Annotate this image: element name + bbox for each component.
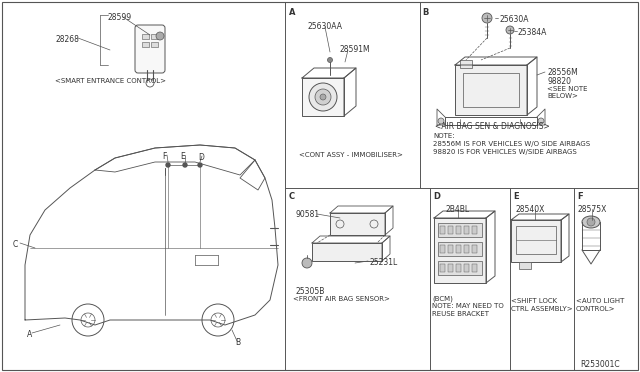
Bar [464, 245, 469, 253]
Circle shape [183, 163, 187, 167]
Bar [312, 243, 382, 261]
Text: A: A [289, 8, 296, 17]
Circle shape [482, 13, 492, 23]
Text: 25231L: 25231L [370, 258, 398, 267]
Bar [456, 264, 461, 272]
Text: (BCM): (BCM) [432, 295, 453, 301]
Bar [448, 245, 453, 253]
Text: <SEE NOTE: <SEE NOTE [547, 86, 588, 92]
Circle shape [198, 163, 202, 167]
Text: B: B [422, 8, 428, 17]
Text: <AUTO LIGHT: <AUTO LIGHT [576, 298, 625, 304]
Circle shape [302, 258, 312, 268]
Text: F: F [162, 152, 166, 161]
Bar [438, 261, 482, 275]
Text: <CONT ASSY - IMMOBILISER>: <CONT ASSY - IMMOBILISER> [299, 152, 403, 158]
Bar [463, 73, 519, 107]
Text: 28556M: 28556M [547, 68, 578, 77]
Text: E: E [180, 152, 185, 161]
Text: 25384A: 25384A [518, 28, 547, 37]
Ellipse shape [582, 216, 600, 228]
Circle shape [506, 26, 514, 34]
Circle shape [166, 163, 170, 167]
Bar [464, 226, 469, 234]
Bar [472, 264, 477, 272]
Text: BELOW>: BELOW> [547, 93, 578, 99]
Text: 28575X: 28575X [578, 205, 607, 214]
Bar [456, 245, 461, 253]
Text: CTRL ASSEMBLY>: CTRL ASSEMBLY> [511, 306, 573, 312]
Bar [302, 78, 344, 116]
Bar [516, 226, 556, 254]
Text: 28591M: 28591M [340, 45, 371, 54]
Text: 2B4BL: 2B4BL [445, 205, 469, 214]
Text: C: C [289, 192, 295, 201]
Text: <SHIFT LOCK: <SHIFT LOCK [511, 298, 557, 304]
Text: 25305B: 25305B [295, 287, 324, 296]
Bar [464, 264, 469, 272]
Text: 25630AA: 25630AA [308, 22, 343, 31]
Bar [519, 262, 531, 269]
Bar [472, 245, 477, 253]
Text: 98820 IS FOR VEHICLES W/SIDE AIRBAGS: 98820 IS FOR VEHICLES W/SIDE AIRBAGS [433, 149, 577, 155]
Circle shape [328, 58, 333, 62]
Bar [455, 65, 527, 115]
Text: F: F [577, 192, 582, 201]
Bar [142, 34, 149, 39]
Text: C: C [13, 240, 19, 249]
Circle shape [315, 89, 331, 105]
Bar [438, 242, 482, 256]
Bar [440, 264, 445, 272]
Text: <SMART ENTRANCE CONTROL>: <SMART ENTRANCE CONTROL> [55, 78, 166, 84]
Bar [330, 213, 385, 235]
Text: 28556M IS FOR VEHICLES W/O SIDE AIRBAGS: 28556M IS FOR VEHICLES W/O SIDE AIRBAGS [433, 141, 590, 147]
FancyBboxPatch shape [135, 25, 165, 73]
Bar [151, 34, 158, 39]
Bar [456, 226, 461, 234]
Text: NOTE:: NOTE: [433, 133, 454, 139]
Text: R253001C: R253001C [580, 360, 620, 369]
Circle shape [438, 118, 444, 124]
Text: CONTROL>: CONTROL> [576, 306, 616, 312]
Text: B: B [235, 338, 240, 347]
Circle shape [320, 94, 326, 100]
Bar [440, 226, 445, 234]
Bar [151, 42, 158, 47]
Text: 28268: 28268 [55, 35, 79, 44]
Circle shape [587, 218, 595, 226]
Bar [448, 226, 453, 234]
Text: 28540X: 28540X [516, 205, 545, 214]
Text: <AIR BAG SEN & DIAGNOSIS>: <AIR BAG SEN & DIAGNOSIS> [435, 122, 550, 131]
Bar [438, 223, 482, 237]
Text: NOTE: MAY NEED TO: NOTE: MAY NEED TO [432, 303, 504, 309]
Text: REUSE BRACKET: REUSE BRACKET [432, 311, 489, 317]
Bar [440, 245, 445, 253]
Bar [434, 218, 486, 283]
Text: 90581: 90581 [295, 210, 319, 219]
Text: D: D [198, 153, 204, 162]
Circle shape [309, 83, 337, 111]
Circle shape [538, 118, 544, 124]
Bar [448, 264, 453, 272]
Bar [511, 220, 561, 262]
Text: E: E [513, 192, 518, 201]
Text: 98820: 98820 [547, 77, 571, 86]
Circle shape [156, 32, 164, 40]
Bar [460, 60, 472, 68]
Text: 25630A: 25630A [499, 15, 529, 24]
Text: D: D [433, 192, 440, 201]
Text: A: A [27, 330, 32, 339]
Bar [472, 226, 477, 234]
Text: 28599: 28599 [108, 13, 132, 22]
Bar [142, 42, 149, 47]
Text: <FRONT AIR BAG SENSOR>: <FRONT AIR BAG SENSOR> [293, 296, 390, 302]
